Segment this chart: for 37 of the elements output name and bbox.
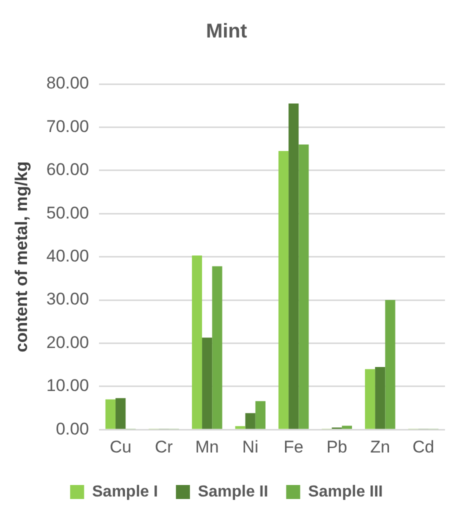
y-tick-label: 70.00	[46, 116, 89, 136]
bar	[298, 144, 309, 429]
x-tick-label: Mn	[195, 437, 219, 456]
chart-title: Mint	[206, 20, 248, 43]
y-tick-label: 30.00	[46, 290, 89, 309]
x-tick-label: Pb	[326, 437, 348, 456]
legend-label: Sample I	[92, 483, 158, 500]
legend-label: Sample III	[308, 483, 383, 500]
bar	[278, 150, 289, 429]
bar	[212, 266, 222, 429]
legend-label: Sample II	[198, 483, 268, 500]
bar	[235, 426, 246, 429]
y-tick-label: 10.00	[46, 376, 89, 396]
x-tick-label: Cd	[412, 437, 434, 456]
y-tick-label: 40.00	[46, 246, 89, 266]
bar	[245, 413, 256, 429]
y-axis-title: content of metal, mg/kg	[12, 161, 31, 352]
x-tick-label: Cr	[154, 437, 174, 456]
y-tick-label: 0.00	[56, 419, 89, 438]
bar	[375, 366, 386, 429]
y-tick-label: 60.00	[46, 160, 89, 180]
bar	[202, 338, 212, 429]
bar	[192, 256, 202, 429]
x-tick-label: Fe	[284, 437, 304, 456]
x-tick-label: Cu	[110, 437, 132, 456]
bar	[364, 369, 376, 429]
x-tick-label: Ni	[242, 437, 258, 456]
y-tick-label: 50.00	[46, 203, 89, 222]
y-tick-label: 20.00	[46, 332, 89, 352]
y-tick-label: 80.00	[46, 74, 89, 93]
bar	[105, 399, 116, 429]
x-tick-label: Zn	[370, 437, 390, 456]
bar	[342, 426, 352, 429]
bar	[255, 401, 266, 429]
bar	[385, 300, 396, 429]
bar	[288, 103, 299, 429]
bar	[116, 398, 126, 429]
